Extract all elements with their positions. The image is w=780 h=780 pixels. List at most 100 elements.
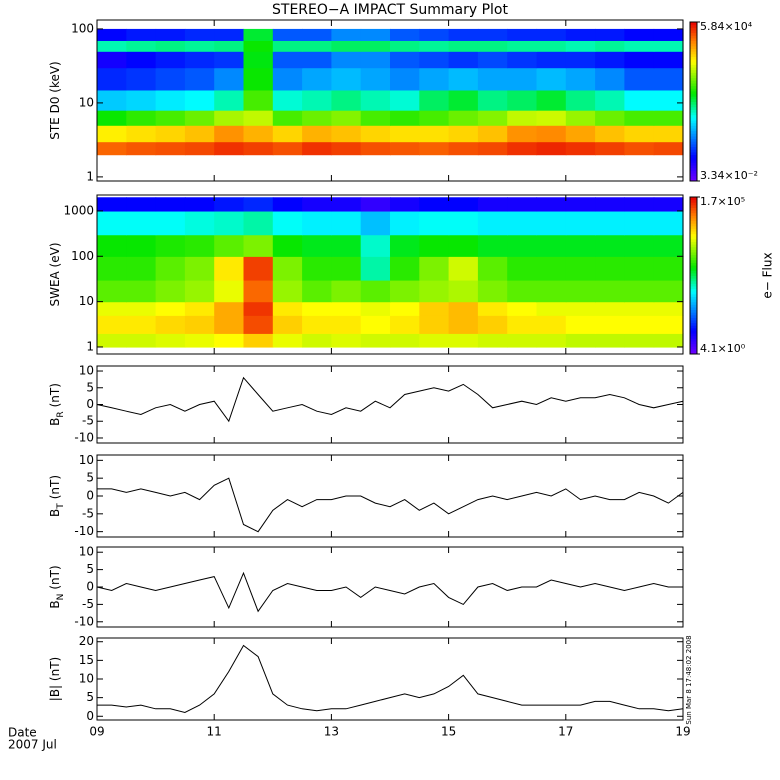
colorbar-segment xyxy=(690,340,697,345)
colorbar-segment xyxy=(690,40,697,44)
colorbar-segment xyxy=(690,162,697,166)
heatmap-cell xyxy=(448,315,479,334)
y-tick-label: 1 xyxy=(86,169,94,183)
heatmap-cell xyxy=(419,40,450,52)
heatmap-cell xyxy=(653,279,684,303)
x-axis-label-year: 2007 Jul xyxy=(8,738,57,752)
colorbar-segment xyxy=(690,296,697,300)
heatmap-cell xyxy=(507,51,538,69)
heatmap-cell xyxy=(624,234,655,257)
heatmap-cell xyxy=(331,234,362,257)
heatmap-cell xyxy=(653,210,684,236)
heatmap-cell xyxy=(390,279,420,303)
colorbar-segment xyxy=(690,314,697,318)
y-label-sub: R xyxy=(56,411,66,417)
heatmap-cell xyxy=(595,301,625,316)
heatmap-cell xyxy=(653,333,684,348)
heatmap-cell xyxy=(243,141,274,156)
heatmap-cell xyxy=(419,333,450,348)
y-label-main: B xyxy=(48,509,62,517)
heatmap-cell xyxy=(419,210,450,236)
heatmap-cell xyxy=(595,210,625,236)
heatmap-cell xyxy=(448,125,479,143)
heatmap-cell xyxy=(360,67,391,91)
y-tick-label: 5 xyxy=(86,380,94,394)
colorbar-segment xyxy=(690,343,697,347)
heatmap-cell xyxy=(624,301,655,316)
heatmap-cell xyxy=(155,210,186,236)
heatmap-cell xyxy=(565,125,596,143)
heatmap-cell xyxy=(624,210,655,236)
y-tick-label: 10 xyxy=(79,545,94,559)
colorbar-segment xyxy=(690,317,697,321)
heatmap-cell xyxy=(97,89,127,111)
heatmap-cell xyxy=(565,28,596,41)
heatmap-cell xyxy=(595,234,625,257)
colorbar-segment xyxy=(690,135,697,140)
heatmap-cell xyxy=(360,234,391,257)
colorbar-segment xyxy=(690,197,697,201)
heatmap-cell xyxy=(243,67,274,91)
heatmap-cell xyxy=(126,301,157,316)
heatmap-cell xyxy=(97,315,127,334)
heatmap-cell xyxy=(302,141,332,156)
heatmap-cell xyxy=(448,67,479,91)
y-tick-label: -10 xyxy=(74,524,94,538)
heatmap-cell xyxy=(331,40,362,52)
y-tick-label: 0 xyxy=(86,489,94,503)
panel-frame xyxy=(96,637,684,721)
colorbar-segment xyxy=(690,265,697,269)
heatmap-cell xyxy=(97,51,127,69)
colorbar-segment xyxy=(690,51,697,55)
heatmap-cell xyxy=(448,40,479,52)
colorbar-segment xyxy=(690,259,697,263)
heatmap-cell xyxy=(331,51,362,69)
heatmap-cell xyxy=(565,210,596,236)
heatmap-cell xyxy=(390,197,420,212)
heatmap-cell xyxy=(214,28,245,41)
colorbar-segment xyxy=(690,270,697,274)
colorbar-segment xyxy=(690,212,697,216)
data-line xyxy=(97,644,684,714)
heatmap-cell xyxy=(624,279,655,303)
heatmap-cell xyxy=(272,234,303,257)
heatmap-cell xyxy=(507,197,538,212)
panel-frame xyxy=(96,194,684,355)
colorbar-label: 4.1×10⁰ xyxy=(700,342,746,355)
heatmap-cell xyxy=(302,40,332,52)
x-axis-label: Date xyxy=(8,726,37,740)
heatmap-cell xyxy=(126,67,157,91)
colorbar-segment xyxy=(690,351,697,355)
heatmap-cell xyxy=(624,89,655,111)
colorbar-segment xyxy=(690,251,697,256)
heatmap-cell xyxy=(97,125,127,143)
heatmap-cell xyxy=(477,210,508,236)
heatmap-cell xyxy=(565,256,596,281)
colorbar-segment xyxy=(690,56,697,60)
heatmap-cell xyxy=(536,141,567,156)
heatmap-cell xyxy=(184,67,215,91)
heatmap-cell xyxy=(565,333,596,348)
y-label-unit: (nT) xyxy=(48,475,62,499)
heatmap-cell xyxy=(272,210,303,236)
heatmap-cell xyxy=(155,89,186,111)
heatmap-cell xyxy=(448,197,479,212)
y-label-sub: T xyxy=(56,503,66,510)
heatmap-cell xyxy=(653,67,684,91)
colorbar-segment xyxy=(690,170,697,174)
x-tick-label: 11 xyxy=(207,725,222,739)
heatmap-cell xyxy=(565,234,596,257)
heatmap-cell xyxy=(653,28,684,41)
heatmap-cell xyxy=(155,40,186,52)
heatmap-cell xyxy=(536,279,567,303)
y-tick-label: 1000 xyxy=(63,203,94,217)
heatmap-cell xyxy=(536,210,567,236)
colorbar-segment xyxy=(690,233,697,237)
heatmap-cell xyxy=(97,40,127,52)
colorbar-segment xyxy=(690,149,697,153)
y-tick-label: 10 xyxy=(79,364,94,378)
heatmap-cell xyxy=(477,234,508,257)
colorbar-frame xyxy=(689,21,698,182)
heatmap-cell xyxy=(653,89,684,111)
heatmap-cell xyxy=(390,125,420,143)
